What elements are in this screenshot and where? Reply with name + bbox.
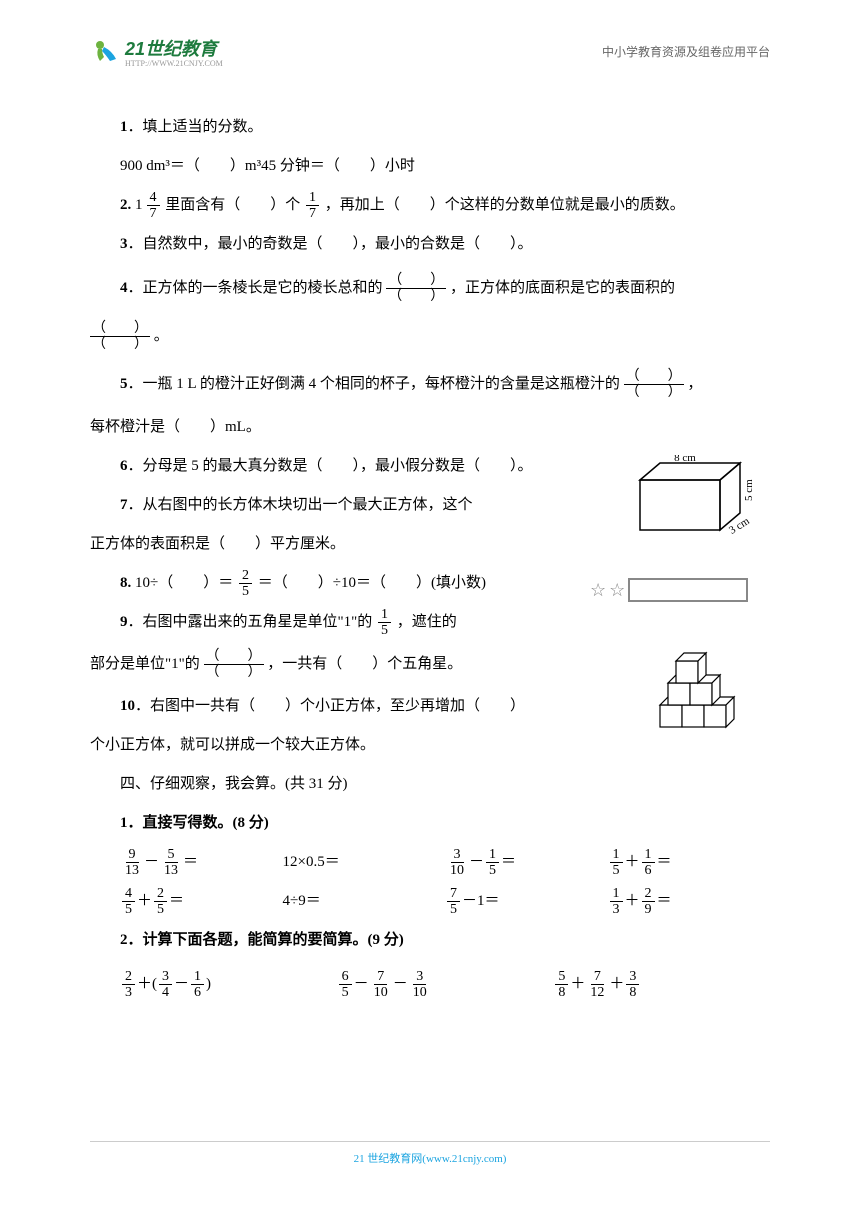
page-header: 21世纪教育 HTTP://WWW.21CNJY.COM 中小学教育资源及组卷应…: [0, 0, 860, 78]
fraction: 15: [378, 607, 391, 639]
svg-text:3 cm: 3 cm: [727, 515, 752, 537]
question-1: 1．填上适当的分数。: [90, 108, 770, 147]
calc-item: 65－710－310: [337, 965, 554, 1004]
star-icon: ☆: [590, 580, 606, 601]
logo-text: 21世纪教育: [125, 35, 223, 61]
content-area: 1．填上适当的分数。 900 dm³＝（ ）m³45 分钟＝（ ）小时 2. 1…: [0, 78, 860, 1004]
header-subtitle: 中小学教育资源及组卷应用平台: [602, 43, 770, 60]
svg-text:5 cm: 5 cm: [743, 479, 755, 501]
question-3: 3．自然数中，最小的奇数是（ ），最小的合数是（ ）。: [90, 225, 770, 264]
blank-fraction: （ ）（ ）: [204, 649, 264, 681]
question-5: 5．一瓶 1 L 的橙汁正好倒满 4 个相同的杯子，每杯橙汁的含量是这瓶橙汁的 …: [90, 360, 770, 408]
blank-fraction: （ ）（ ）: [624, 369, 684, 401]
q7-label: 7: [120, 497, 128, 513]
section-4-title: 四、仔细观察，我会算。(共 31 分): [90, 765, 770, 804]
question-5-cont: 每杯橙汁是（ ）mL。: [90, 408, 770, 447]
cubes-figure: [650, 645, 760, 735]
question-9: 9．右图中露出来的五角星是单位"1"的 15 ，遮住的: [90, 603, 770, 642]
fraction: 25: [239, 568, 252, 600]
cuboid-figure: 8 cm 5 cm 3 cm: [630, 455, 760, 540]
question-1-sub: 900 dm³＝（ ）m³45 分钟＝（ ）小时: [90, 147, 770, 186]
q1-sub-text: 900 dm³＝（ ）m³45 分钟＝（ ）小时: [120, 158, 415, 174]
logo-icon: [90, 37, 120, 67]
calc-row-1: 913－513＝ 12×0.5＝ 310－15＝ 15＋16＝: [90, 843, 770, 882]
question-4-cont: （ ）（ ） 。: [90, 312, 770, 360]
question-2: 2. 1 47 里面含有（ ）个 17 ，再加上（ ）个这样的分数单位就是最小的…: [90, 186, 770, 225]
question-4: 4．正方体的一条棱长是它的棱长总和的 （ ）（ ） ，正方体的底面积是它的表面积…: [90, 264, 770, 312]
q3-label: 3: [120, 236, 128, 252]
mixed-fraction: 1 47: [135, 186, 162, 225]
fraction: 17: [306, 190, 319, 222]
calc-item: 310－15＝: [445, 843, 608, 882]
page-footer: 21 世纪教育网(www.21cnjy.com): [90, 1141, 770, 1166]
calc2-title: 2．计算下面各题，能简算的要简算。(9 分): [90, 921, 770, 960]
q5-label: 5: [120, 376, 128, 392]
calc-item: 23＋(34－16): [120, 965, 337, 1004]
footer-text: 21 世纪教育网(www.21cnjy.com): [354, 1153, 507, 1165]
calc-item: 58＋712＋38: [553, 965, 770, 1004]
q2-label: 2.: [120, 197, 131, 213]
star-icon: ☆: [609, 580, 625, 601]
svg-text:8 cm: 8 cm: [674, 455, 696, 464]
q10-label: 10: [120, 698, 135, 714]
stars-figure: ☆ ☆: [590, 575, 760, 605]
blank-fraction: （ ）（ ）: [90, 321, 150, 353]
calc-item: 45＋25＝: [120, 882, 283, 921]
q8-label: 8.: [120, 575, 131, 591]
calc-item: 12×0.5＝: [283, 843, 446, 882]
q4-label: 4: [120, 280, 128, 296]
hidden-box: [628, 578, 748, 602]
calc1-title: 1．直接写得数。(8 分): [90, 804, 770, 843]
calc-item: 75－1＝: [445, 882, 608, 921]
q6-label: 6: [120, 458, 128, 474]
calc-item: 4÷9＝: [283, 882, 446, 921]
calc-row-2: 45＋25＝ 4÷9＝ 75－1＝ 13＋29＝: [90, 882, 770, 921]
q1-text: ．填上适当的分数。: [128, 119, 263, 135]
q9-label: 9: [120, 614, 128, 630]
calc-item: 15＋16＝: [608, 843, 771, 882]
calc2-row: 23＋(34－16) 65－710－310 58＋712＋38: [90, 965, 770, 1004]
blank-fraction: （ ）（ ）: [386, 273, 446, 305]
calc-item: 13＋29＝: [608, 882, 771, 921]
logo-url: HTTP://WWW.21CNJY.COM: [125, 59, 223, 68]
q1-label: 1: [120, 119, 128, 135]
logo-area: 21世纪教育 HTTP://WWW.21CNJY.COM: [90, 35, 223, 68]
calc-item: 913－513＝: [120, 843, 283, 882]
